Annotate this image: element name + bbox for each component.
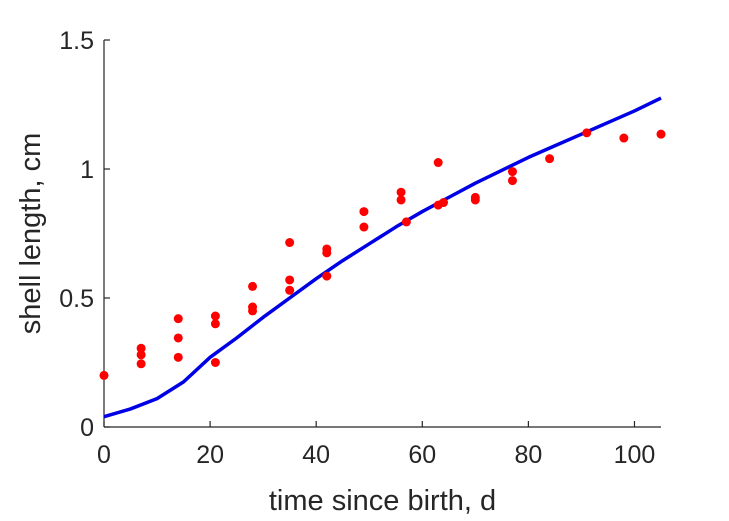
data-point — [210, 358, 220, 367]
data-point — [439, 198, 449, 208]
data-point — [136, 350, 146, 360]
model-curve — [103, 96, 662, 419]
data-point — [359, 222, 369, 232]
axes — [103, 40, 661, 428]
data-point — [545, 154, 555, 164]
x-tick-label: 40 — [302, 441, 330, 469]
x-ticks: 0 20 40 60 80 100 — [97, 421, 655, 469]
data-point — [322, 271, 332, 281]
data-point — [401, 217, 411, 227]
data-point — [285, 238, 295, 248]
data-point — [173, 333, 183, 343]
data-point — [507, 167, 517, 177]
data-point — [396, 195, 406, 205]
series-layer — [99, 96, 666, 419]
data-point — [396, 187, 406, 197]
data-point — [285, 285, 295, 295]
x-tick-label: 80 — [514, 441, 542, 469]
y-tick-label: 0 — [80, 414, 94, 442]
data-point — [285, 275, 295, 285]
data-point — [248, 306, 258, 316]
data-point — [507, 176, 517, 186]
data-point — [210, 319, 220, 329]
x-tick-label: 60 — [408, 441, 436, 469]
x-tick-label: 0 — [97, 441, 111, 469]
data-point — [99, 370, 109, 380]
data-point — [248, 281, 258, 291]
data-point — [322, 248, 332, 258]
data-point — [470, 195, 480, 205]
data-point — [136, 343, 146, 353]
y-axis-label: shell length, cm — [15, 133, 47, 335]
y-tick-label: 1.5 — [59, 27, 94, 55]
data-point — [433, 158, 443, 168]
data-point — [173, 352, 183, 362]
data-point — [619, 133, 629, 143]
data-point — [656, 129, 666, 139]
data-point — [136, 359, 146, 369]
data-point — [582, 128, 592, 138]
x-tick-label: 100 — [614, 441, 656, 469]
x-axis-label: time since birth, d — [269, 485, 496, 517]
data-point — [359, 207, 369, 217]
data-point — [173, 314, 183, 324]
y-tick-label: 0.5 — [59, 285, 94, 313]
y-ticks: 0 0.5 1 1.5 — [59, 27, 110, 442]
x-tick-label: 20 — [196, 441, 224, 469]
y-tick-label: 1 — [80, 156, 94, 184]
data-point — [210, 311, 220, 321]
